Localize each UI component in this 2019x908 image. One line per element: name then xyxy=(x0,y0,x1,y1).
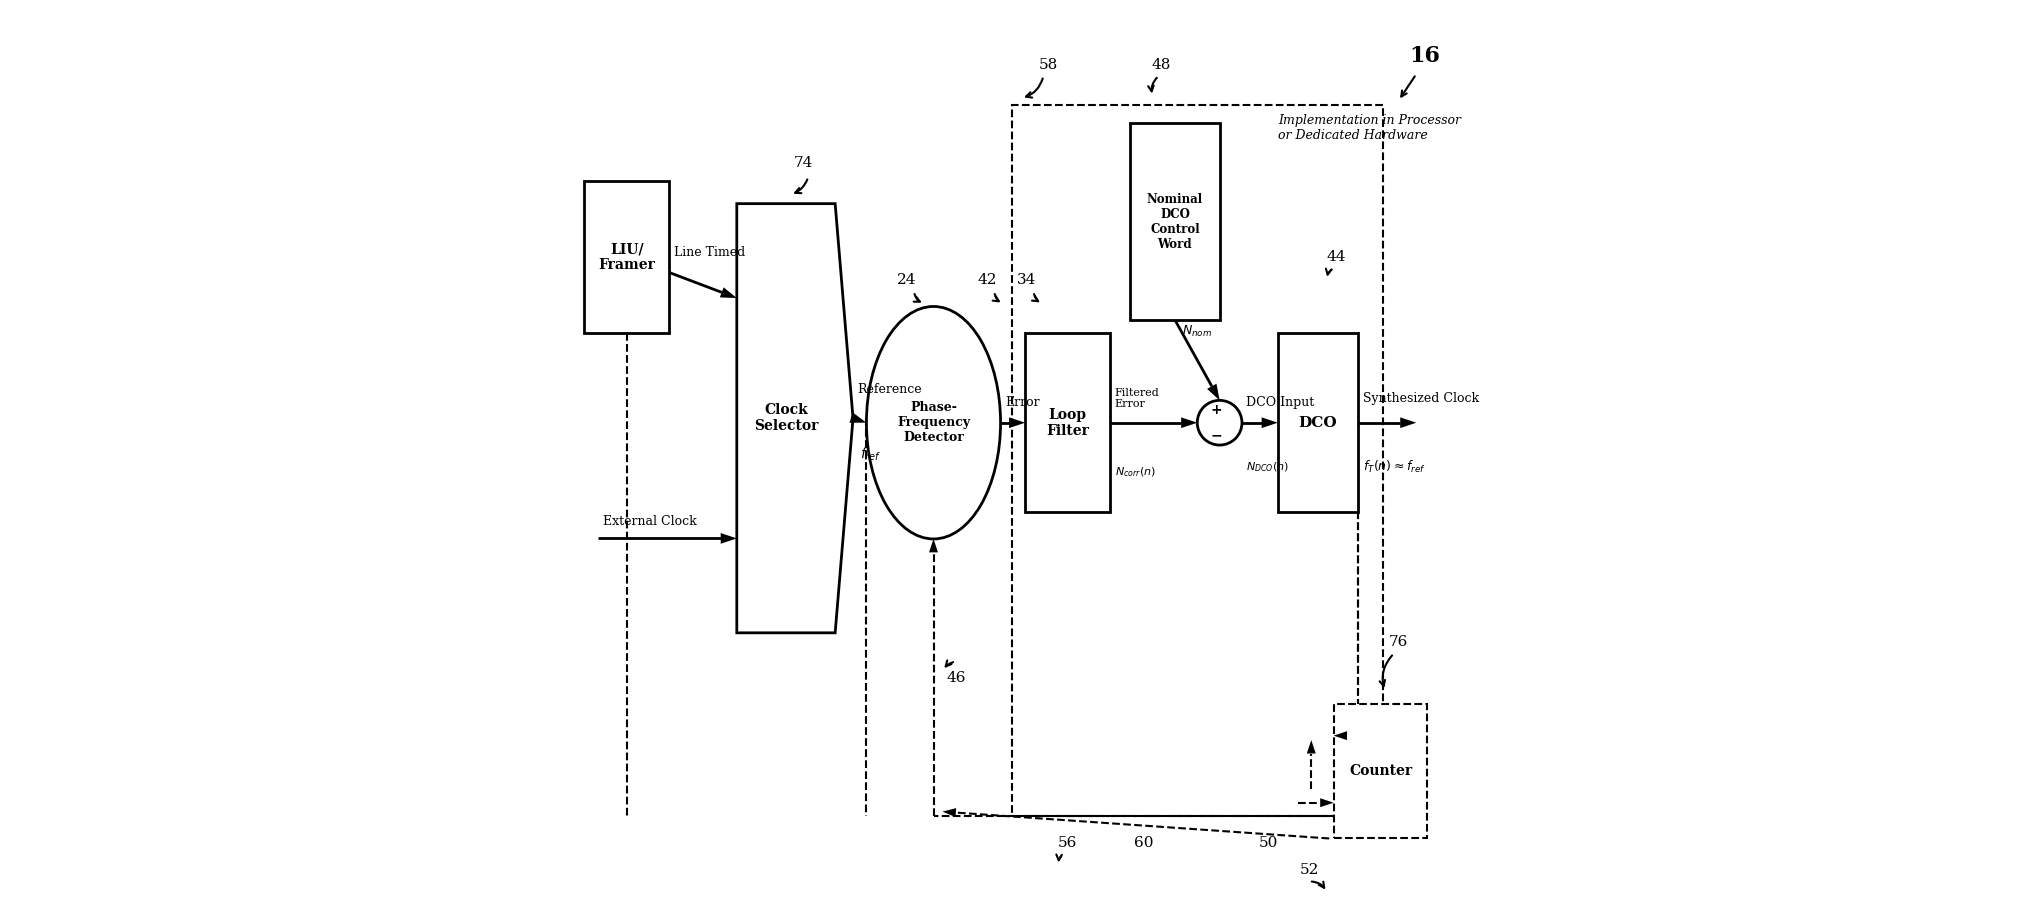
Polygon shape xyxy=(929,539,939,552)
Text: Nominal
DCO
Control
Word: Nominal DCO Control Word xyxy=(1147,192,1203,251)
Text: 46: 46 xyxy=(947,670,965,685)
Polygon shape xyxy=(1207,384,1219,400)
Text: Filtered
Error: Filtered Error xyxy=(1114,388,1159,410)
Text: 76: 76 xyxy=(1389,635,1407,648)
Text: 42: 42 xyxy=(977,272,997,287)
Text: Loop
Filter: Loop Filter xyxy=(1046,408,1088,438)
Polygon shape xyxy=(721,533,737,544)
Polygon shape xyxy=(1306,740,1316,754)
Text: LIU/
Framer: LIU/ Framer xyxy=(598,242,656,272)
Text: Phase-
Frequency
Detector: Phase- Frequency Detector xyxy=(896,401,969,444)
Text: $f_{ref}$: $f_{ref}$ xyxy=(860,445,882,463)
FancyBboxPatch shape xyxy=(1026,333,1110,512)
Text: $N_{DCO}(n)$: $N_{DCO}(n)$ xyxy=(1246,460,1290,474)
Text: 52: 52 xyxy=(1300,863,1318,877)
Text: 74: 74 xyxy=(793,156,814,171)
FancyBboxPatch shape xyxy=(1131,123,1219,320)
Text: 58: 58 xyxy=(1038,58,1058,72)
Text: Error: Error xyxy=(1005,396,1040,410)
Text: DCO Input: DCO Input xyxy=(1246,396,1314,410)
Text: $N_{corr}(n)$: $N_{corr}(n)$ xyxy=(1114,465,1155,479)
Text: Clock
Selector: Clock Selector xyxy=(753,403,818,433)
Polygon shape xyxy=(1262,418,1278,428)
Text: 16: 16 xyxy=(1409,45,1442,67)
Text: 56: 56 xyxy=(1058,836,1078,850)
Polygon shape xyxy=(850,412,866,423)
Polygon shape xyxy=(1010,418,1026,428)
Text: 60: 60 xyxy=(1135,836,1153,850)
Text: Synthesized Clock: Synthesized Clock xyxy=(1363,392,1478,405)
FancyBboxPatch shape xyxy=(1278,333,1359,512)
Text: External Clock: External Clock xyxy=(604,515,697,528)
Text: $N_{nom}$: $N_{nom}$ xyxy=(1181,324,1211,340)
Polygon shape xyxy=(1181,418,1197,428)
Text: 48: 48 xyxy=(1151,58,1171,72)
Text: $f_T(n) \approx f_{ref}$: $f_T(n) \approx f_{ref}$ xyxy=(1363,459,1425,476)
Text: 24: 24 xyxy=(896,272,917,287)
FancyBboxPatch shape xyxy=(583,182,668,333)
Text: Reference: Reference xyxy=(858,383,923,396)
Polygon shape xyxy=(1320,798,1335,807)
Text: 44: 44 xyxy=(1326,251,1345,264)
Polygon shape xyxy=(721,287,737,298)
Text: 50: 50 xyxy=(1260,836,1278,850)
Polygon shape xyxy=(1335,731,1347,740)
Text: 34: 34 xyxy=(1018,272,1036,287)
Polygon shape xyxy=(1401,418,1415,428)
FancyBboxPatch shape xyxy=(1335,705,1427,838)
Text: DCO: DCO xyxy=(1298,416,1337,429)
Text: −: − xyxy=(1211,428,1221,442)
Text: Implementation in Processor
or Dedicated Hardware: Implementation in Processor or Dedicated… xyxy=(1278,114,1460,142)
Text: Counter: Counter xyxy=(1349,765,1411,778)
Text: +: + xyxy=(1211,403,1221,418)
Polygon shape xyxy=(943,808,957,817)
Text: Line Timed: Line Timed xyxy=(674,246,745,259)
